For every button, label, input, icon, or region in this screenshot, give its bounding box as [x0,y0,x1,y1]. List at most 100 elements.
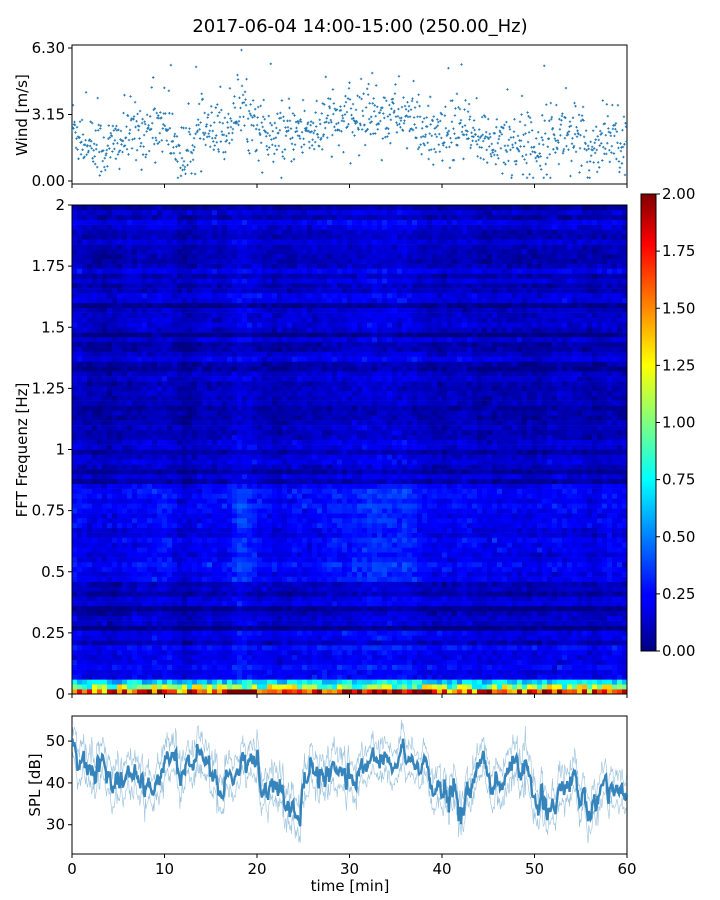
spectrogram-cell [212,498,218,504]
spectrogram-cell [202,444,208,450]
spectrogram-cell [82,669,88,675]
spectrogram-cell [262,366,268,372]
spectrogram-cell [82,601,88,607]
spectrogram-cell [222,532,228,538]
spectrogram-cell [147,517,153,524]
spectrogram-cell [207,537,213,543]
spectrogram-cell [177,537,183,543]
spectrogram-cell [242,498,248,504]
spectrogram-cell [242,312,248,318]
spectrogram-cell [167,601,173,607]
spectrogram-cell [82,498,88,504]
spectrogram-cell [82,513,88,519]
spectrogram-cell [127,454,133,460]
spectrogram-cell [247,517,253,524]
spectrogram-cell [187,625,193,631]
spectrogram-cell [107,278,113,284]
spectrogram-cell [167,674,173,680]
spectrogram-cell [82,258,88,264]
spectrogram-cell [177,591,183,597]
spectrogram-cell [162,297,168,304]
spectrogram-cell [242,576,248,582]
spectrogram-cell [102,234,108,240]
spectrogram-cell [197,239,203,245]
spectrogram-cell [122,425,128,431]
spectrogram-cell [192,205,198,211]
spectrogram-cell [147,591,153,597]
spectrogram-cell [142,400,148,406]
spectrogram-cell [157,674,163,680]
spectrogram-cell [197,537,203,543]
spectrogram-cell [102,503,108,509]
spectrogram-cell [247,679,253,685]
spectrogram-cell [177,381,183,387]
spectrogram-cell [162,205,168,211]
spectrogram-cell [172,610,178,617]
spectrogram-cell [222,400,228,406]
spectrogram-cell [187,503,193,509]
spectrogram-cell [77,244,83,250]
spectrogram-cell [187,601,193,607]
spectrogram-cell [192,454,198,460]
spectrogram-cell [197,263,203,269]
spectrogram-cell [162,552,168,558]
spectrogram-cell [87,263,93,269]
spectrogram-cell [142,209,148,216]
spectrogram-cell [157,229,163,235]
spectrogram-cell [132,645,138,651]
spectrogram-cell [192,429,198,436]
spectrogram-cell [97,420,103,426]
spectrogram-cell [97,483,103,489]
spectrogram-cell [217,253,223,260]
spectrogram-cell [177,293,183,299]
spectrogram-cell [132,322,138,328]
spectrogram-cell [72,645,78,651]
spectrogram-cell [172,361,178,367]
spectrogram-cell [202,390,208,397]
spectrogram-cell [72,498,78,504]
spectrogram-cell [92,669,98,675]
spectrogram-cell [192,576,198,582]
spectrogram-cell [132,415,138,421]
spectrogram-cell [157,258,163,264]
spectrogram-cell [72,513,78,519]
spectrogram-cell [187,473,193,480]
spectrogram-cell [157,307,163,313]
spectrogram-cell [82,239,88,245]
spectrogram-cell [217,229,223,235]
spectrogram-cell [202,493,208,499]
wind-point [104,154,108,157]
spectrogram-cell [132,263,138,269]
spectrogram-cell [77,449,83,455]
spectrogram-cell [222,444,228,450]
spectrogram-cell [182,205,188,211]
spectrogram-cell [182,229,188,235]
spectrogram-cell [82,635,88,641]
spectrogram-cell [152,415,158,421]
spectrogram-cell [92,371,98,377]
spectrogram-cell [167,620,173,626]
spectrogram-cell [182,503,188,509]
spectrogram-cell [137,420,143,426]
spectrogram-cell [202,586,208,592]
spectrogram-cell [217,605,223,612]
spectrogram-cell [202,400,208,406]
spectrogram-cell [107,244,113,250]
spectrogram-cell [107,405,113,411]
wind-point [141,153,145,156]
spectrogram-cell [247,395,253,401]
spectrogram-cell [227,625,233,631]
spectrogram-cell [97,527,103,533]
spectrogram-cell [182,659,188,665]
spectrogram-cell [217,566,223,573]
spectrogram-cell [127,420,133,426]
spectrogram-cell [167,395,173,401]
spectrogram-cell [207,630,213,636]
spectrogram-cell [77,557,83,563]
spectrogram-cell [207,527,213,533]
spectrogram-cell [112,596,118,602]
spectrogram-cell [77,258,83,264]
spectrogram-cell [222,205,228,211]
spectrogram-cell [217,434,223,441]
spectrogram-cell [87,219,93,225]
